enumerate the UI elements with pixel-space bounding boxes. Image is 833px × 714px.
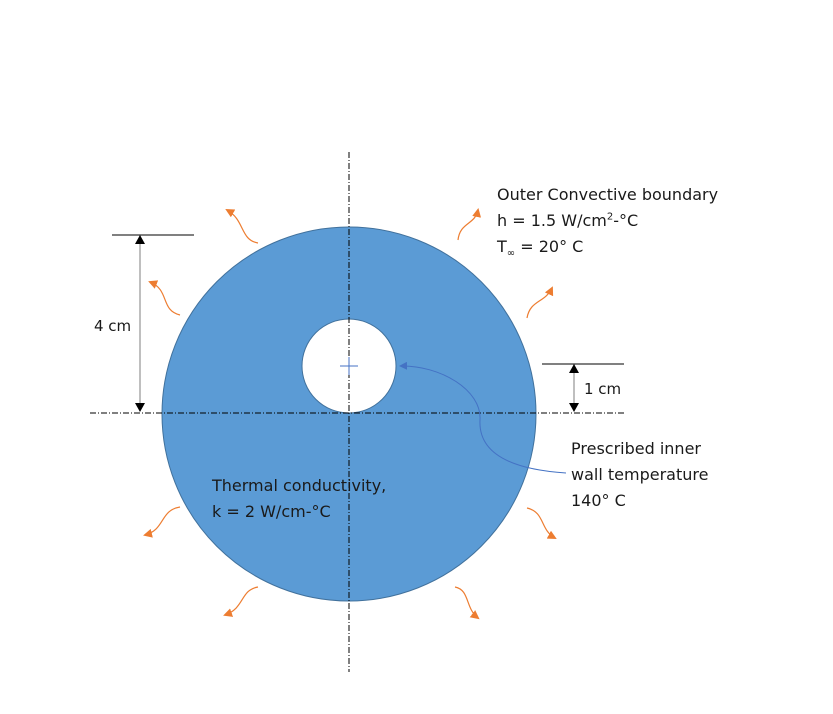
conductivity-line-1: Thermal conductivity, — [212, 476, 387, 495]
inner-wall-line-2: wall temperature — [571, 465, 709, 484]
outer-radius-dimension — [112, 234, 194, 412]
heat-flux-arrow-icon — [457, 208, 482, 241]
outer-dimension-label: 4 cm — [94, 317, 132, 335]
h-value: h = 1.5 W/cm — [497, 211, 607, 230]
conductivity-label: Thermal conductivity, k = 2 W/cm-°C — [212, 473, 386, 525]
heat-flux-arrow-icon — [225, 209, 259, 244]
inner-wall-leader — [399, 361, 567, 474]
inner-wall-line-3: 140° C — [571, 491, 626, 510]
outer-boundary-label: Outer Convective boundary h = 1.5 W/cm2-… — [497, 182, 718, 260]
heat-flux-arrow-icon — [148, 280, 181, 316]
inner-dimension-label: 1 cm — [584, 380, 622, 398]
outer-boundary-title: Outer Convective boundary — [497, 185, 719, 204]
h-exponent: 2 — [606, 211, 614, 223]
h-coefficient: h = 1.5 W/cm2-°C — [497, 208, 718, 234]
inner-wall-line-1: Prescribed inner — [571, 439, 701, 458]
conductivity-line-2: k = 2 W/cm-°C — [212, 502, 331, 521]
ambient-temperature: T∞ = 20° C — [497, 234, 718, 260]
heat-flux-arrow-icon — [223, 586, 259, 617]
center-cross-icon — [340, 357, 358, 375]
heat-flux-arrow-icon — [454, 586, 480, 620]
heat-flux-arrow-icon — [526, 286, 554, 319]
heat-flux-arrow-icon — [143, 506, 181, 538]
tinf-symbol: T — [497, 237, 507, 256]
heat-flux-arrow-icon — [526, 507, 557, 539]
tinf-value: = 20° C — [515, 237, 584, 256]
h-unit: -°C — [613, 211, 639, 230]
inner-wall-label: Prescribed inner wall temperature 140° C — [571, 436, 708, 514]
inner-radius-dimension — [542, 363, 624, 412]
tinf-subscript: ∞ — [506, 248, 516, 260]
